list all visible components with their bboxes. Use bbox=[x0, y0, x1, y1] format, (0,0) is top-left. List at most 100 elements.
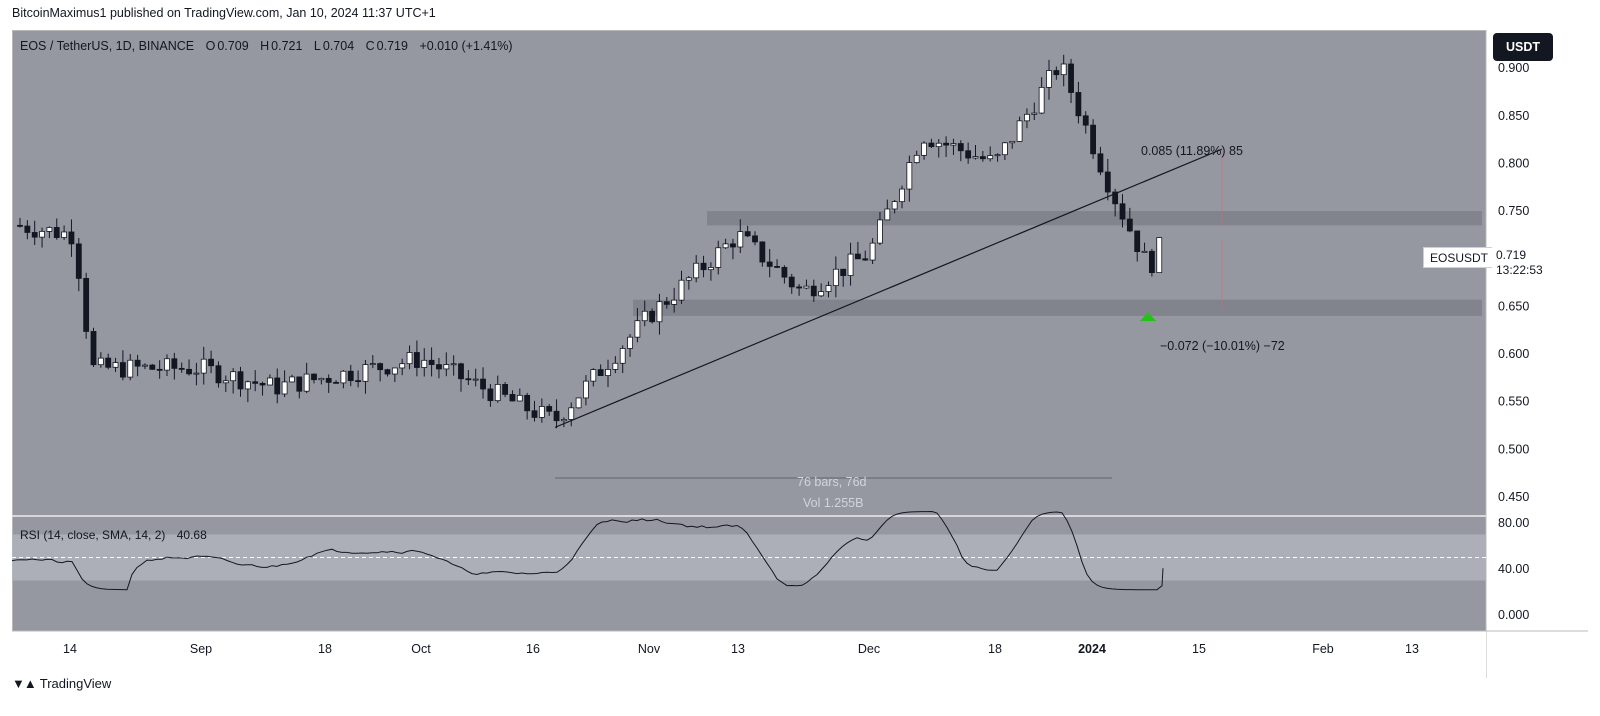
publisher-line: BitcoinMaximus1 published on TradingView… bbox=[12, 6, 436, 20]
candle-body-72 bbox=[546, 406, 553, 412]
candle-body-130 bbox=[972, 156, 979, 159]
candle-body-80 bbox=[605, 369, 611, 377]
candle-body-124 bbox=[928, 142, 935, 148]
candle-body-42 bbox=[325, 377, 332, 383]
symbol-label: EOS / TetherUS, 1D, BINANCE bbox=[20, 39, 195, 53]
candle-body-131 bbox=[979, 156, 986, 160]
candle-body-118 bbox=[884, 208, 891, 221]
candle-body-48 bbox=[369, 363, 376, 365]
close-key: C bbox=[365, 39, 375, 53]
open-key: O bbox=[205, 39, 216, 53]
candle-body-142 bbox=[1060, 63, 1067, 76]
candle-body-94 bbox=[708, 267, 714, 271]
currency-button[interactable]: USDT bbox=[1493, 33, 1553, 61]
candle-body-2 bbox=[31, 232, 38, 238]
rsi-legend: RSI (14, close, SMA, 14, 2) 40.68 bbox=[20, 528, 207, 542]
price-tick-5: 0.650 bbox=[1498, 299, 1529, 313]
candle-body-126 bbox=[943, 142, 949, 146]
candle-body-105 bbox=[788, 276, 795, 288]
candle-body-60 bbox=[458, 363, 464, 380]
time-tick-0: 14 bbox=[63, 642, 77, 656]
candle-body-69 bbox=[524, 394, 531, 412]
time-tick-2: 18 bbox=[318, 642, 332, 656]
candle-body-76 bbox=[575, 397, 582, 409]
candle-body-22 bbox=[178, 367, 185, 370]
low-value: 0.704 bbox=[322, 39, 355, 53]
candle-body-47 bbox=[362, 364, 369, 382]
candle-body-107 bbox=[803, 285, 810, 289]
candle-body-100 bbox=[752, 235, 758, 243]
candle-body-34 bbox=[266, 377, 273, 386]
close-value: 0.719 bbox=[376, 39, 408, 53]
low-key: L bbox=[313, 39, 321, 53]
candle-body-3 bbox=[39, 231, 45, 238]
candle-body-43 bbox=[333, 381, 339, 384]
candle-body-82 bbox=[619, 348, 626, 364]
candle-body-75 bbox=[568, 407, 575, 420]
candle-body-31 bbox=[244, 381, 251, 390]
candle-body-24 bbox=[193, 372, 200, 375]
candle-body-96 bbox=[722, 243, 729, 249]
candle-body-38 bbox=[296, 376, 303, 392]
candle-body-151 bbox=[1126, 218, 1133, 232]
time-tick-4: 16 bbox=[526, 642, 540, 656]
time-tick-10: 15 bbox=[1192, 642, 1206, 656]
candle-body-148 bbox=[1104, 171, 1111, 193]
candle-body-87 bbox=[656, 301, 663, 323]
time-tick-9: 2024 bbox=[1078, 642, 1106, 656]
candle-body-97 bbox=[730, 243, 736, 248]
candle-body-137 bbox=[1024, 113, 1030, 122]
candle-body-12 bbox=[105, 357, 112, 368]
candle-body-35 bbox=[274, 377, 281, 395]
candle-body-9 bbox=[83, 278, 90, 332]
candle-body-7 bbox=[68, 231, 75, 245]
candle-body-106 bbox=[796, 286, 802, 289]
signal-arrow-icon bbox=[1140, 312, 1156, 321]
symbol-legend: EOS / TetherUS, 1D, BINANCE O 0.709 H 0.72… bbox=[20, 39, 515, 53]
candle-body-57 bbox=[436, 364, 442, 370]
bar-countdown: 13:22:53 bbox=[1496, 263, 1543, 277]
candle-body-50 bbox=[384, 369, 391, 375]
candle-body-119 bbox=[891, 201, 898, 210]
candle-body-91 bbox=[685, 277, 692, 281]
candle-body-153 bbox=[1141, 250, 1148, 253]
candle-body-49 bbox=[377, 363, 384, 371]
candle-body-113 bbox=[847, 253, 854, 276]
candle-body-4 bbox=[46, 227, 53, 232]
price-tick-9: 0.450 bbox=[1498, 490, 1529, 504]
candle-body-0 bbox=[17, 224, 23, 227]
candle-body-40 bbox=[311, 373, 317, 381]
candle-body-26 bbox=[208, 358, 215, 367]
candle-body-109 bbox=[818, 291, 825, 297]
candle-body-141 bbox=[1053, 70, 1060, 76]
last-price: 0.719 bbox=[1496, 248, 1527, 262]
high-key: H bbox=[260, 39, 270, 53]
rsi-tick-2: 0.000 bbox=[1498, 608, 1529, 622]
bars-range-label: 76 bars, 76d bbox=[797, 475, 867, 489]
candle-body-79 bbox=[597, 369, 604, 377]
time-tick-5: Nov bbox=[638, 642, 661, 656]
price-tick-2: 0.800 bbox=[1498, 156, 1529, 170]
candle-body-78 bbox=[590, 369, 597, 382]
candle-body-46 bbox=[355, 380, 362, 383]
candle-body-71 bbox=[538, 406, 545, 418]
time-tick-11: Feb bbox=[1312, 642, 1334, 656]
candle-body-136 bbox=[1016, 120, 1023, 142]
change-value: +0.010 (+1.41%) bbox=[419, 39, 513, 53]
rsi-line bbox=[12, 510, 1164, 591]
candle-body-125 bbox=[935, 142, 942, 148]
candle-body-102 bbox=[766, 261, 773, 267]
time-axis-panel bbox=[12, 631, 1486, 678]
footer-brand[interactable]: ▼▲ TradingView bbox=[12, 676, 111, 691]
candle-body-28 bbox=[222, 380, 229, 384]
candle-body-68 bbox=[516, 394, 523, 402]
candle-body-152 bbox=[1134, 230, 1141, 253]
candle-body-16 bbox=[134, 359, 141, 367]
candle-body-143 bbox=[1068, 63, 1074, 93]
last-price-tag: 0.719 13:22:53 bbox=[1492, 247, 1550, 279]
candle-body-66 bbox=[502, 383, 509, 395]
candle-body-84 bbox=[634, 320, 641, 338]
candle-body-25 bbox=[200, 358, 207, 374]
candle-body-128 bbox=[957, 143, 964, 152]
chart-canvas[interactable]: 0.9000.8500.8000.7500.7000.6500.6000.550… bbox=[12, 30, 1588, 678]
